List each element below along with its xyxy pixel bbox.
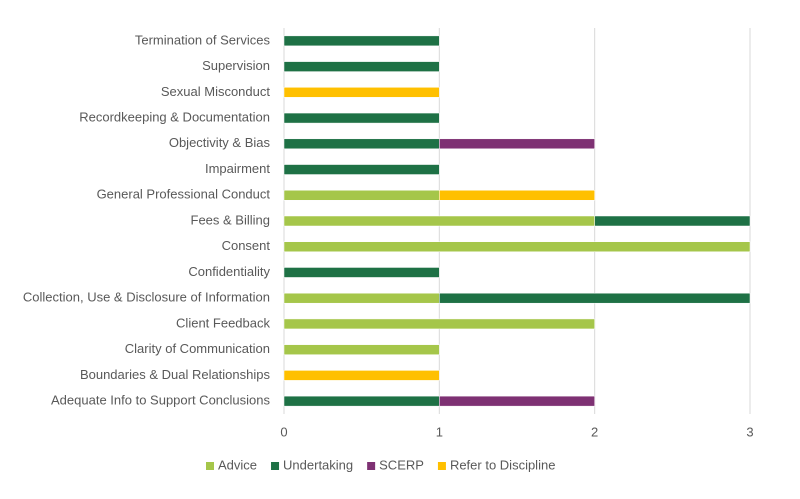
x-tick-label: 2 [591,424,598,439]
y-tick-label: Fees & Billing [191,212,270,227]
y-tick-label: Termination of Services [135,32,271,47]
y-tick-label: Supervision [202,58,270,73]
bar-segment [283,241,751,252]
bar-segment [439,395,595,407]
bar-segment [283,87,440,98]
y-tick-label: Client Feedback [176,315,270,330]
x-tick-label: 3 [746,424,753,439]
bar-segment [283,267,440,278]
bar-segment [283,318,595,330]
bar-segment [283,395,440,407]
legend-label: Undertaking [283,457,353,472]
legend-swatch [206,462,214,470]
y-tick-label: Consent [222,238,271,253]
y-tick-label: Sexual Misconduct [161,84,270,99]
bar-segment [283,35,440,47]
bar-segment [439,190,595,201]
y-tick-label: Recordkeeping & Documentation [79,110,270,125]
bar-segment [439,292,751,304]
bar-segment [439,138,595,150]
y-tick-label: Collection, Use & Disclosure of Informat… [23,290,270,305]
y-tick-label: Objectivity & Bias [169,135,271,150]
x-tick-label: 0 [280,424,287,439]
bar-segment [283,344,440,355]
bar-segment [283,61,440,72]
y-tick-label: General Professional Conduct [97,187,271,202]
y-tick-label: Impairment [205,161,270,176]
legend-label: Refer to Discipline [450,457,556,472]
y-tick-label: Clarity of Communication [125,341,270,356]
bar-segment [283,370,440,381]
bar-segment [283,190,440,201]
bar-segment [283,215,595,227]
bar-segment [283,292,440,304]
y-tick-label: Boundaries & Dual Relationships [80,367,271,382]
legend-label: SCERP [379,457,424,472]
legend-swatch [367,462,376,470]
bar-segment [594,215,751,227]
y-tick-label: Confidentiality [188,264,270,279]
legend-label: Advice [218,457,257,472]
bar-segment [283,112,440,124]
y-tick-label: Adequate Info to Support Conclusions [51,393,270,408]
legend-swatch [271,462,280,470]
bar-segment [283,164,440,175]
legend-swatch [437,462,446,470]
x-tick-label: 1 [436,424,443,439]
bar-segment [283,138,440,150]
